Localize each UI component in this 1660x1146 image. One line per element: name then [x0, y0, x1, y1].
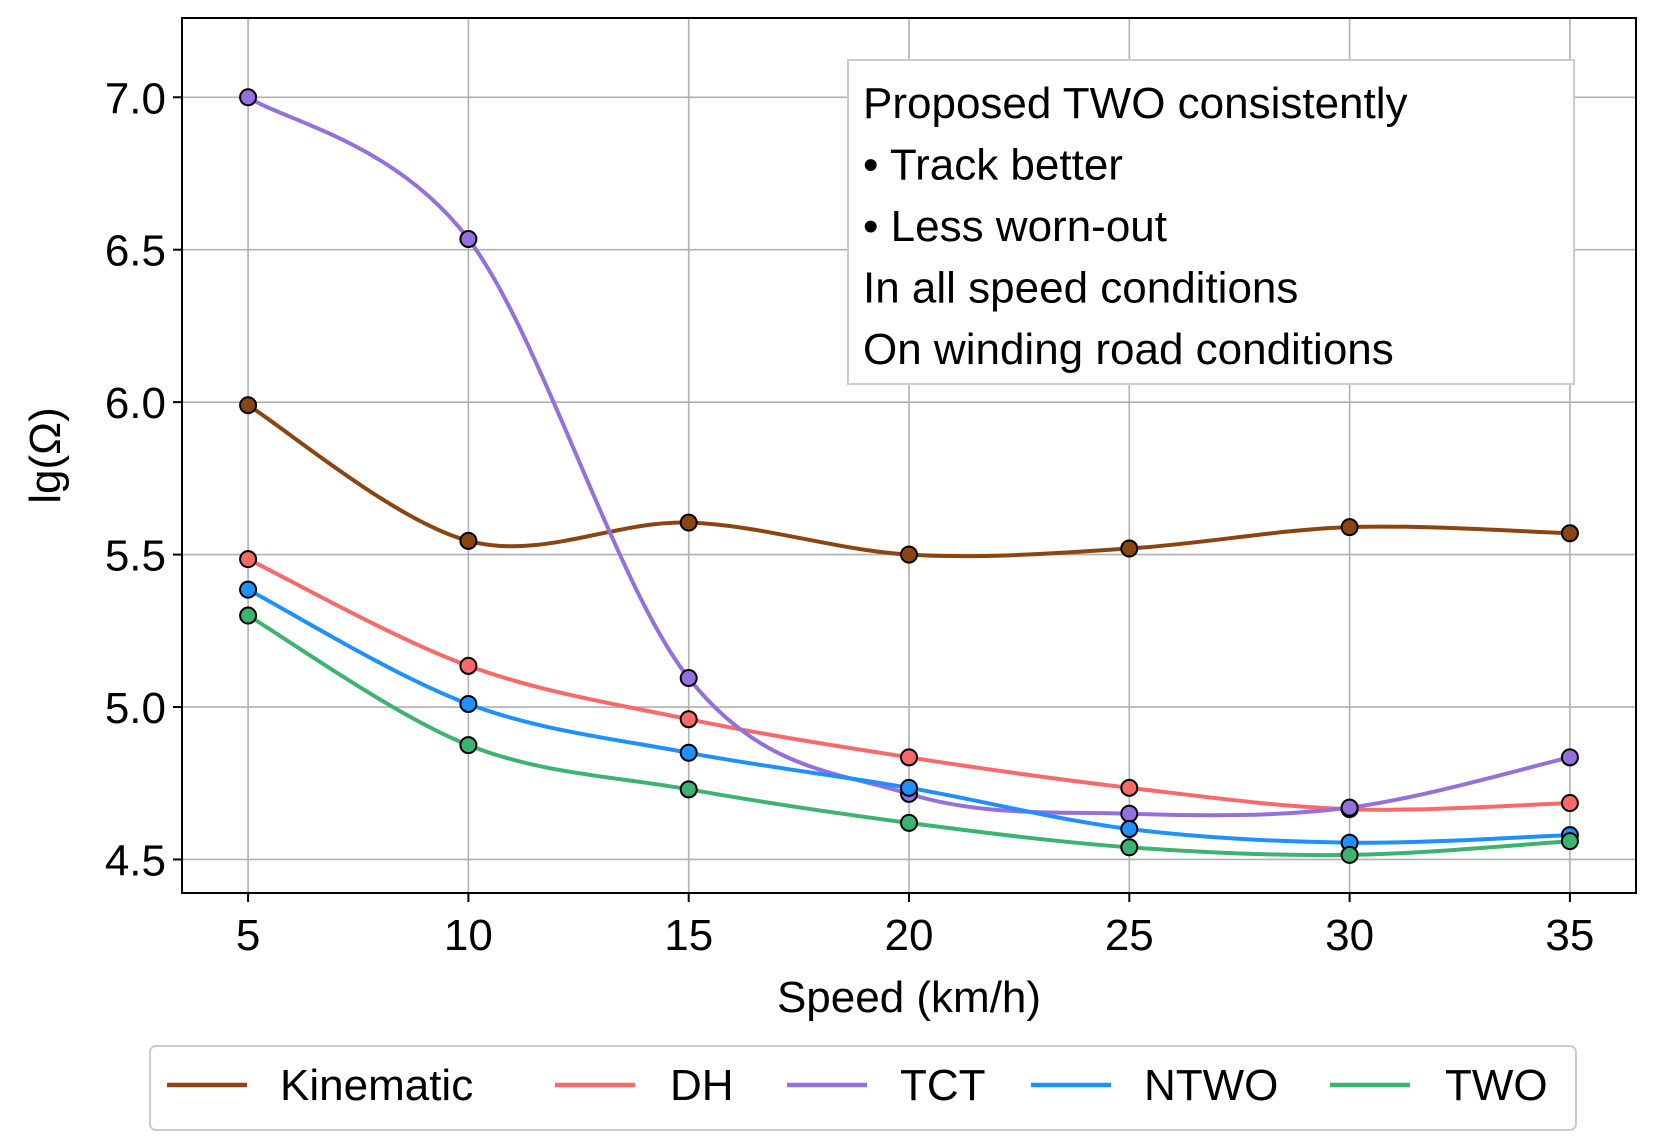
x-tick-label: 20 — [885, 911, 934, 960]
data-markers — [239, 88, 1579, 864]
x-tick-label: 5 — [236, 911, 260, 960]
data-point-two — [239, 606, 258, 625]
data-point-dh — [679, 710, 698, 729]
data-point-dh — [459, 656, 478, 675]
x-axis-title: Speed (km/h) — [777, 973, 1041, 1022]
data-point-kinematic — [679, 513, 698, 532]
y-axis: 4.5 5.0 5.5 6.0 6.5 7.0 — [105, 74, 182, 885]
y-tick-label: 6.0 — [105, 379, 166, 428]
y-axis-title: lg(Ω) — [21, 407, 70, 503]
x-tick-label: 15 — [664, 911, 713, 960]
data-point-kinematic — [1120, 539, 1139, 558]
data-point-ntwo — [1120, 819, 1139, 838]
x-tick-label: 30 — [1325, 911, 1374, 960]
data-point-two — [1120, 838, 1139, 857]
y-tick-label: 5.5 — [105, 532, 166, 581]
legend-label-tct: TCT — [900, 1061, 986, 1110]
y-tick-label: 5.0 — [105, 684, 166, 733]
data-point-tct — [459, 230, 478, 249]
data-point-kinematic — [1340, 518, 1359, 537]
x-tick-label: 10 — [444, 911, 493, 960]
data-point-kinematic — [239, 396, 258, 415]
x-tick-label: 35 — [1545, 911, 1594, 960]
data-point-two — [1560, 832, 1579, 851]
data-point-dh — [1560, 794, 1579, 813]
annotation-line: On winding road conditions — [863, 325, 1394, 374]
annotation-line: • Track better — [863, 141, 1123, 190]
y-tick-label: 7.0 — [105, 74, 166, 123]
data-point-kinematic — [900, 545, 918, 564]
data-point-tct — [239, 88, 258, 107]
legend-label-dh: DH — [670, 1061, 734, 1110]
y-tick-label: 6.5 — [105, 227, 166, 276]
legend-label-kinematic: Kinematic — [280, 1061, 473, 1110]
data-point-two — [679, 780, 698, 799]
annotation-line: • Less worn-out — [863, 202, 1167, 251]
legend-label-ntwo: NTWO — [1144, 1061, 1278, 1110]
annotation-line: In all speed conditions — [863, 264, 1298, 313]
annotation-line: Proposed TWO consistently — [863, 79, 1408, 128]
data-point-kinematic — [1560, 524, 1579, 543]
data-point-ntwo — [459, 694, 478, 713]
data-point-two — [459, 736, 478, 755]
data-point-dh — [1120, 778, 1139, 797]
data-point-kinematic — [459, 531, 478, 550]
x-axis: 5 10 15 20 25 30 35 — [236, 893, 1594, 960]
legend-label-two: TWO — [1445, 1061, 1548, 1110]
data-point-two — [1340, 845, 1359, 864]
x-tick-label: 25 — [1105, 911, 1154, 960]
data-point-tct — [1560, 748, 1579, 767]
data-point-dh — [239, 550, 258, 569]
data-point-ntwo — [239, 580, 258, 599]
data-point-tct — [1340, 798, 1359, 817]
legend: Kinematic DH TCT NTWO TWO — [149, 1045, 1577, 1131]
data-point-tct — [679, 669, 698, 688]
data-point-ntwo — [679, 743, 698, 762]
y-tick-label: 4.5 — [105, 836, 166, 885]
data-point-tct — [1120, 804, 1139, 823]
data-point-ntwo — [900, 778, 918, 797]
data-point-dh — [900, 748, 918, 767]
annotation-box: Proposed TWO consistently • Track better… — [847, 59, 1575, 385]
data-point-two — [900, 813, 918, 832]
